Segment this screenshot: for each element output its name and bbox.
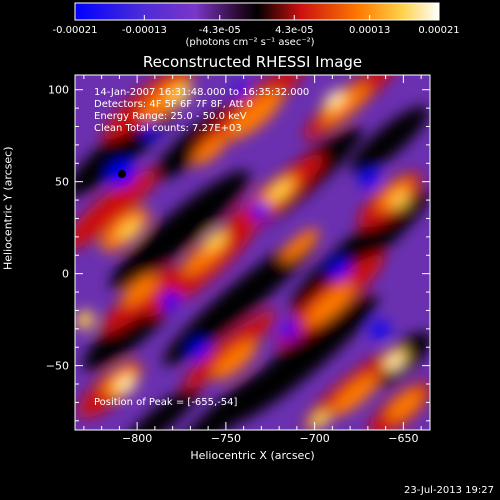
y-axis-label: Heliocentric Y (arcsec) xyxy=(1,146,15,270)
annotation-energy: Energy Range: 25.0 - 50.0 keV xyxy=(94,111,247,122)
y-tick-label: 100 xyxy=(48,83,69,97)
heatmap-blob xyxy=(386,388,424,422)
annotation-detectors: Detectors: 4F 5F 6F 7F 8F, Att 0 xyxy=(94,99,254,110)
x-axis-label: Heliocentric X (arcsec) xyxy=(190,449,315,462)
heatmap-blob xyxy=(75,310,95,330)
heatmap-blob xyxy=(212,340,258,380)
footer-date: 23-Jul-2013 19:27 xyxy=(403,485,494,496)
heatmap-blob xyxy=(232,83,248,97)
colorbar-ticks xyxy=(74,15,440,20)
heatmap-blob xyxy=(120,386,200,430)
negative-peak-marker xyxy=(118,170,126,178)
heatmap-blob xyxy=(268,179,292,201)
colorbar-tick-label: 0.00021 xyxy=(418,25,460,36)
x-tick-label: −650 xyxy=(388,432,419,445)
image-title: Reconstructed RHESSI Image xyxy=(142,53,363,71)
heatmap-blob xyxy=(142,123,158,137)
colorbar-tick-label: -0.00013 xyxy=(121,25,167,36)
heatmap-blob xyxy=(160,291,180,309)
heatmap-blob xyxy=(376,178,414,212)
heatmap-blob xyxy=(122,274,158,306)
heatmap-blob xyxy=(227,90,283,140)
colorbar-tick-label: -4.3e-05 xyxy=(198,25,241,36)
heatmap-blob xyxy=(175,363,285,430)
heatmap-blob xyxy=(168,84,192,106)
heatmap-blob xyxy=(370,321,390,339)
heatmap-blob xyxy=(360,171,380,189)
y-tick-label: −50 xyxy=(45,359,69,373)
heatmap-blob xyxy=(118,219,142,241)
x-tick-label: −800 xyxy=(122,432,153,445)
heatmap-blob xyxy=(190,341,210,359)
colorbar-unit-label: (photons cm⁻² s⁻¹ asec⁻²) xyxy=(185,37,315,48)
heatmap-blob xyxy=(280,228,320,262)
heatmap-blob xyxy=(331,374,379,416)
heatmap-blob xyxy=(203,229,227,251)
plot-frame xyxy=(74,74,431,431)
y-tick-label: 0 xyxy=(62,267,69,281)
heatmap-blobs xyxy=(75,75,430,430)
heatmap-blob xyxy=(110,170,250,290)
heatmap-blob xyxy=(162,234,318,366)
heatmap-blob xyxy=(391,191,409,209)
heatmap-blob xyxy=(330,93,340,103)
heatmap-blob xyxy=(121,379,131,389)
heatmap-blob xyxy=(321,84,369,126)
x-tick-label: −750 xyxy=(210,432,241,445)
heatmap-blob xyxy=(390,357,400,367)
x-tick-label: −700 xyxy=(299,432,330,445)
heatmap-blob xyxy=(290,190,430,310)
colorbar-tick-label: 0.00013 xyxy=(348,25,391,36)
colorbar-tick-label: 4.3e-05 xyxy=(275,25,314,36)
heatmap-blob xyxy=(250,201,270,219)
y-tick-label: 50 xyxy=(55,175,69,189)
annotation-time-range: 14-Jan-2007 16:31:48.000 to 16:35:32.000 xyxy=(94,87,310,98)
heatmap-blob xyxy=(306,284,354,326)
colorbar-gradient xyxy=(74,2,440,21)
heatmap-blob xyxy=(350,106,430,174)
heatmap-blob xyxy=(281,321,299,339)
heatmap-blob xyxy=(183,310,277,390)
heatmap-blob xyxy=(75,169,157,251)
axis-ticks xyxy=(75,75,430,430)
annotation-peak-position: Position of Peak = [-655,-54] xyxy=(94,397,238,408)
annotation-method: Clean Total counts: 7.27E+03 xyxy=(94,123,242,134)
heatmap-blob xyxy=(329,260,351,280)
colorbar-tick-label: -0.00021 xyxy=(52,25,98,36)
heatmap-blob xyxy=(192,134,228,166)
